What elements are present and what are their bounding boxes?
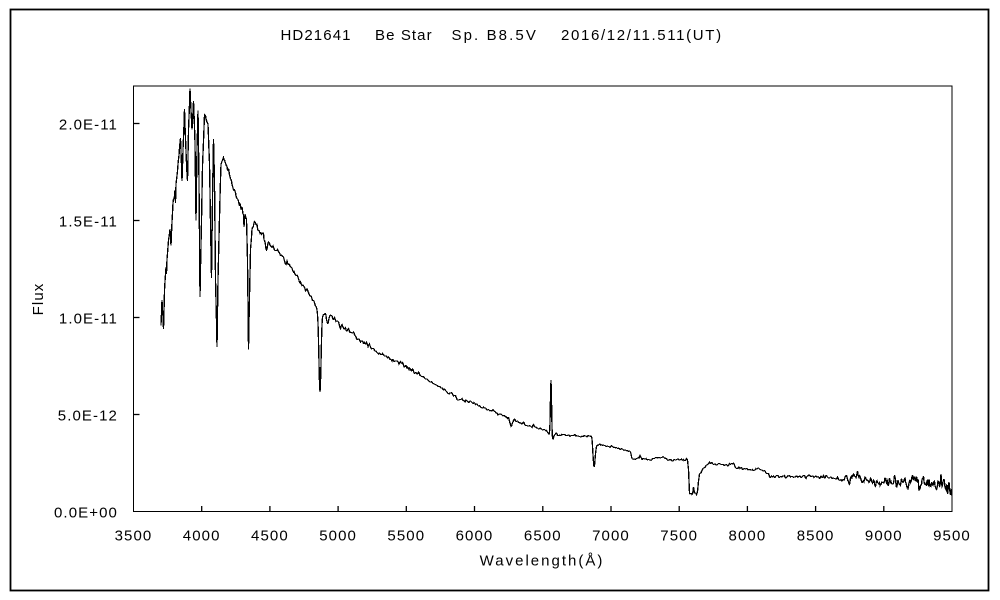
svg-text:8000: 8000 bbox=[729, 528, 767, 545]
svg-text:8500: 8500 bbox=[797, 528, 835, 545]
svg-text:7500: 7500 bbox=[660, 528, 698, 545]
svg-text:5.0E-12: 5.0E-12 bbox=[58, 408, 118, 425]
svg-text:9000: 9000 bbox=[865, 528, 903, 545]
svg-text:5500: 5500 bbox=[387, 528, 425, 545]
svg-text:4500: 4500 bbox=[251, 528, 289, 545]
svg-text:0.0E+00: 0.0E+00 bbox=[54, 505, 118, 522]
svg-text:Sp. B8.5V: Sp. B8.5V bbox=[452, 27, 538, 44]
svg-text:9500: 9500 bbox=[933, 528, 971, 545]
svg-text:1.5E-11: 1.5E-11 bbox=[59, 214, 118, 231]
svg-text:2016/12/11.511(UT): 2016/12/11.511(UT) bbox=[561, 27, 723, 44]
svg-text:5000: 5000 bbox=[319, 528, 357, 545]
svg-text:Be Star: Be Star bbox=[375, 27, 433, 44]
svg-text:6500: 6500 bbox=[524, 528, 562, 545]
svg-text:Flux: Flux bbox=[30, 283, 47, 316]
svg-text:4000: 4000 bbox=[183, 528, 221, 545]
svg-text:Wavelength(Å): Wavelength(Å) bbox=[480, 553, 605, 570]
svg-text:7000: 7000 bbox=[592, 528, 630, 545]
svg-text:HD21641: HD21641 bbox=[281, 27, 352, 44]
svg-text:1.0E-11: 1.0E-11 bbox=[59, 311, 118, 328]
svg-text:2.0E-11: 2.0E-11 bbox=[59, 117, 118, 134]
svg-text:6000: 6000 bbox=[456, 528, 494, 545]
svg-text:3500: 3500 bbox=[115, 528, 153, 545]
